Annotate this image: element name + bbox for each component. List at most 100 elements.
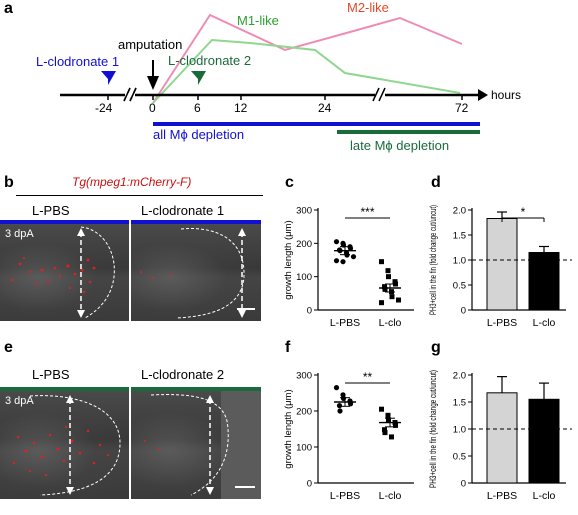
x-category-label: L-PBS: [330, 490, 360, 502]
l-clodronate-1-label: L-clodronate 1: [36, 54, 120, 69]
l-clodronate-2-arrow: [191, 71, 206, 85]
data-point: [350, 254, 357, 260]
y-tick-label: 1.0: [453, 425, 466, 436]
amputation-arrow: [147, 76, 159, 90]
y-tick-label: 2.0: [453, 371, 466, 382]
x-category-label: L-clo: [533, 317, 556, 329]
y-tick-label: 200: [296, 407, 312, 418]
y-tick-label: 0: [307, 306, 312, 317]
y-tick-label: 0: [461, 306, 466, 317]
chart-d: 0 0.5 1.0 1.5 2.0 PH3+cell in the fin (fold c…: [428, 205, 572, 329]
all-depletion-label: all Mϕ depletion: [153, 127, 245, 142]
x-category-label: L-PBS: [487, 490, 517, 502]
b-left-label: L-PBS: [32, 203, 70, 218]
y-tick-label: 100: [296, 443, 312, 454]
y-axis-label: growth length (μm): [283, 220, 294, 299]
significance-label: *: [521, 205, 526, 219]
data-point: [336, 403, 343, 409]
y-axis-label: PH3+cell in the fin (fold change cut/unc…: [428, 205, 438, 315]
y-tick-label: 1.0: [453, 256, 466, 267]
e-left-green-bar: [0, 387, 129, 391]
hours-label: hours: [491, 88, 522, 102]
data-point: [393, 422, 398, 428]
data-point: [337, 408, 343, 414]
y-tick-label: 200: [296, 239, 312, 250]
x-category-label: L-clo: [379, 317, 402, 329]
panel-letter-c: c: [285, 174, 294, 191]
bar: [486, 392, 518, 484]
x-category-label: L-clo: [379, 490, 402, 502]
y-axis-label: PH3+cell in the fin (fold change cut/unc…: [428, 370, 438, 488]
data-point: [379, 259, 384, 265]
chart-g: 0 0.5 1.0 1.5 2.0 PH3+cell in the fin (fold c…: [428, 370, 572, 502]
m1-like-label: M1-like: [237, 13, 279, 28]
x-category-label: L-PBS: [330, 317, 360, 329]
timeline-arrowhead: [478, 89, 488, 101]
data-point: [385, 268, 391, 274]
y-tick-label: 300: [296, 206, 312, 217]
data-point: [333, 385, 340, 391]
y-tick-label: 100: [296, 272, 312, 283]
panel-letter-d: d: [431, 174, 441, 191]
data-point: [382, 286, 388, 292]
data-point: [379, 406, 384, 412]
x-category-label: L-PBS: [487, 317, 517, 329]
bar: [528, 252, 560, 311]
data-point: [389, 434, 394, 440]
tick-label-72: 72: [455, 101, 469, 115]
y-tick-label: 0.5: [453, 452, 466, 463]
m1-curve: [152, 38, 461, 104]
b-right-micrograph: [131, 224, 261, 321]
e-dpa-label: 3 dpA: [5, 395, 34, 407]
tick-label-24: 24: [318, 101, 332, 115]
y-tick-label: 1.5: [453, 398, 466, 409]
data-point: [333, 239, 340, 245]
tick-label-neg24: -24: [95, 101, 113, 115]
y-axis-label: growth length (μm): [283, 389, 294, 468]
data-point: [382, 430, 388, 436]
e-left-micrograph: 3 dpA: [0, 391, 129, 499]
m2-curve: [152, 13, 463, 104]
timeline-diagram: [60, 13, 488, 134]
b-dpa-label: 3 dpA: [5, 228, 34, 240]
tick-label-0: 0: [149, 101, 156, 115]
data-point: [385, 412, 391, 418]
e-right-label: L-clodronate 2: [141, 367, 225, 382]
panel-letter-a: a: [4, 0, 13, 17]
e-left-label: L-PBS: [32, 367, 70, 382]
tick-label-6: 6: [194, 101, 201, 115]
transgenic-line-title: Tg(mpeg1:mCherry-F): [72, 175, 192, 189]
y-tick-label: 0: [307, 479, 312, 490]
y-tick-label: 1.5: [453, 231, 466, 242]
l-clodronate-2-label: L-clodronate 2: [168, 53, 252, 68]
panel-letter-e: e: [4, 339, 13, 356]
panel-letter-f: f: [285, 339, 291, 356]
data-point: [386, 274, 391, 280]
panel-letter-b: b: [4, 174, 14, 191]
y-tick-label: 300: [296, 371, 312, 382]
b-right-label: L-clodronate 1: [141, 203, 225, 218]
l-clodronate-1-arrow: [101, 71, 116, 85]
e-right-micrograph: [131, 391, 261, 499]
significance-label: ***: [360, 205, 374, 219]
title-underline: [16, 195, 263, 196]
y-tick-label: 0.5: [453, 281, 466, 292]
data-point: [379, 300, 384, 306]
late-depletion-label: late Mϕ depletion: [350, 138, 450, 153]
axis-break-right: [372, 87, 386, 102]
bar: [486, 218, 518, 311]
b-left-micrograph: 3 dpA: [0, 224, 129, 321]
y-tick-label: 0: [461, 479, 466, 490]
tick-label-12: 12: [234, 101, 248, 115]
data-point: [382, 427, 387, 433]
x-category-label: L-clo: [533, 490, 556, 502]
data-point: [386, 417, 391, 423]
b-left-blue-bar: [0, 220, 129, 224]
data-point: [396, 297, 401, 303]
data-point: [382, 284, 387, 290]
data-point: [393, 281, 398, 287]
m2-like-label: M2-like: [347, 0, 389, 15]
b-right-blue-bar: [131, 220, 261, 224]
